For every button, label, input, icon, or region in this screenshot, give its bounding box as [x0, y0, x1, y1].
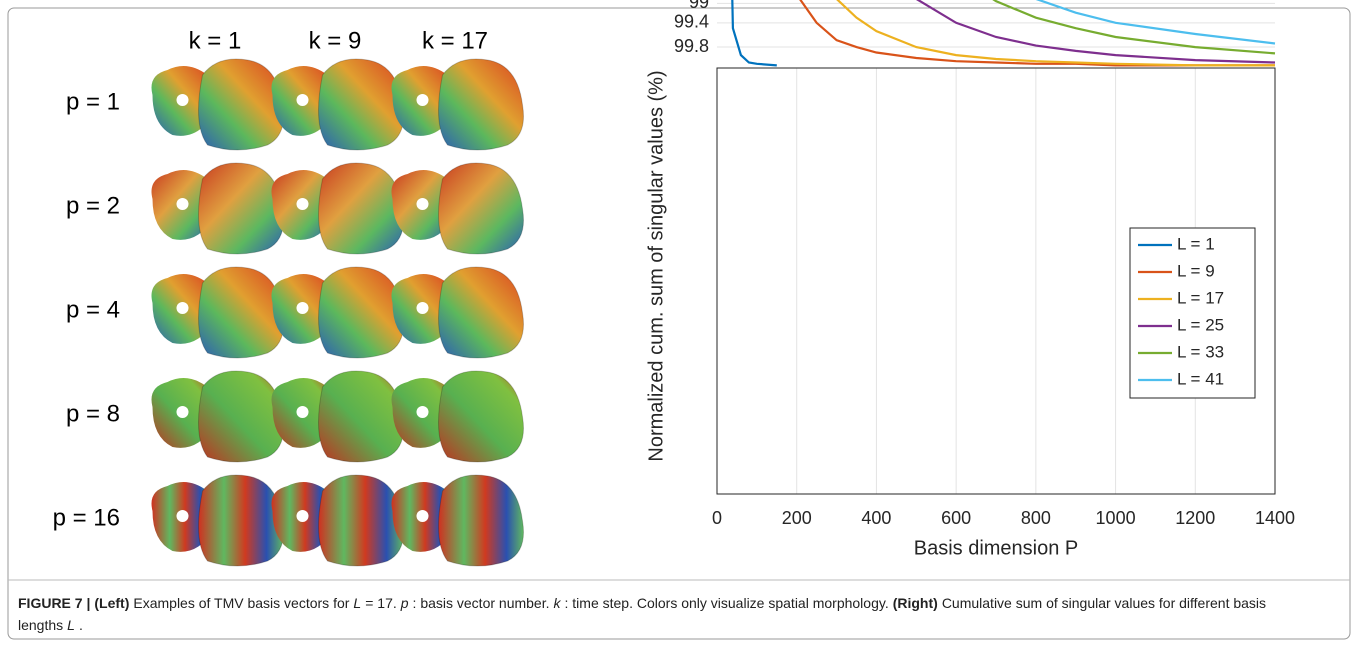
caption-text: (Right)	[892, 595, 938, 611]
caption: FIGURE 7 | (Left) Examples of TMV basis ve…	[18, 592, 1338, 636]
heart-map	[390, 370, 525, 463]
heart-map	[390, 266, 525, 359]
legend-label: L = 33	[1177, 342, 1224, 361]
heart-map	[270, 370, 405, 463]
legend-box	[1129, 227, 1256, 399]
legend-label: L = 17	[1177, 288, 1224, 307]
legend-label: L = 9	[1177, 261, 1215, 280]
y-tick-label: 99.8	[674, 36, 709, 56]
caption-text: .	[78, 617, 83, 633]
caption-text: p	[400, 595, 409, 611]
series-line	[731, 0, 777, 67]
column-label: k = 1	[189, 27, 242, 54]
x-tick-label: 1000	[1096, 508, 1136, 528]
column-label: k = 17	[422, 27, 488, 54]
y-axis-label: Normalized cum. sum of singular values (…	[645, 70, 667, 461]
heart-map	[270, 162, 405, 255]
row-label: p = 2	[66, 192, 120, 219]
caption-text: FIGURE 7 |	[18, 595, 91, 611]
legend-label: L = 1	[1177, 234, 1215, 253]
heart-map	[150, 370, 285, 463]
heart-map	[270, 266, 405, 359]
x-tick-label: 1200	[1175, 508, 1215, 528]
caption-text: Examples of TMV basis vectors for	[133, 595, 350, 611]
x-tick-label: 800	[1021, 508, 1051, 528]
series-line	[799, 0, 1275, 67]
series-line	[992, 0, 1276, 55]
caption-text: : time step. Colors only visualize spati…	[564, 595, 889, 611]
left-panel: k = 1 k = 9 k = 17 p = 1 p = 2 p = 4 p = 8 p = …	[53, 27, 525, 567]
y-tick-label: 99.4	[674, 12, 709, 32]
caption-text: (Left)	[94, 595, 130, 611]
caption-text: L	[353, 595, 362, 611]
row-label: p = 16	[53, 504, 120, 531]
heart-map	[390, 58, 525, 151]
row-label: p = 1	[66, 88, 120, 115]
x-axis-label: Basis dimension P	[914, 537, 1079, 559]
legend-label: L = 25	[1177, 315, 1224, 334]
x-tick-label: 400	[861, 508, 891, 528]
row-label: p = 8	[66, 400, 120, 427]
x-tick-label: 1400	[1255, 508, 1295, 528]
heart-map	[270, 58, 405, 151]
y-tick-label: 99	[689, 0, 709, 12]
caption-text: L	[67, 617, 75, 633]
heart-map	[150, 162, 285, 255]
series-line	[915, 0, 1276, 64]
x-tick-label: 0	[712, 508, 722, 528]
row-label: p = 4	[66, 296, 120, 323]
heart-map	[150, 474, 285, 567]
series-line	[836, 0, 1275, 67]
legend-label: L = 41	[1177, 369, 1224, 388]
axes-box	[716, 67, 1276, 495]
x-tick-label: 200	[782, 508, 812, 528]
x-tick-label: 600	[941, 508, 971, 528]
caption-text: Cumulative sum of singular values for di…	[18, 595, 1267, 633]
series-line	[1035, 0, 1276, 45]
heart-map	[150, 266, 285, 359]
caption-text: = 17.	[365, 595, 397, 611]
heart-map	[270, 474, 405, 567]
heart-map	[150, 58, 285, 151]
frame	[7, 7, 1351, 640]
heart-map	[390, 162, 525, 255]
heart-map	[390, 474, 525, 567]
caption-text: : basis vector number.	[412, 595, 550, 611]
column-label: k = 9	[309, 27, 362, 54]
caption-text: k	[553, 595, 561, 611]
